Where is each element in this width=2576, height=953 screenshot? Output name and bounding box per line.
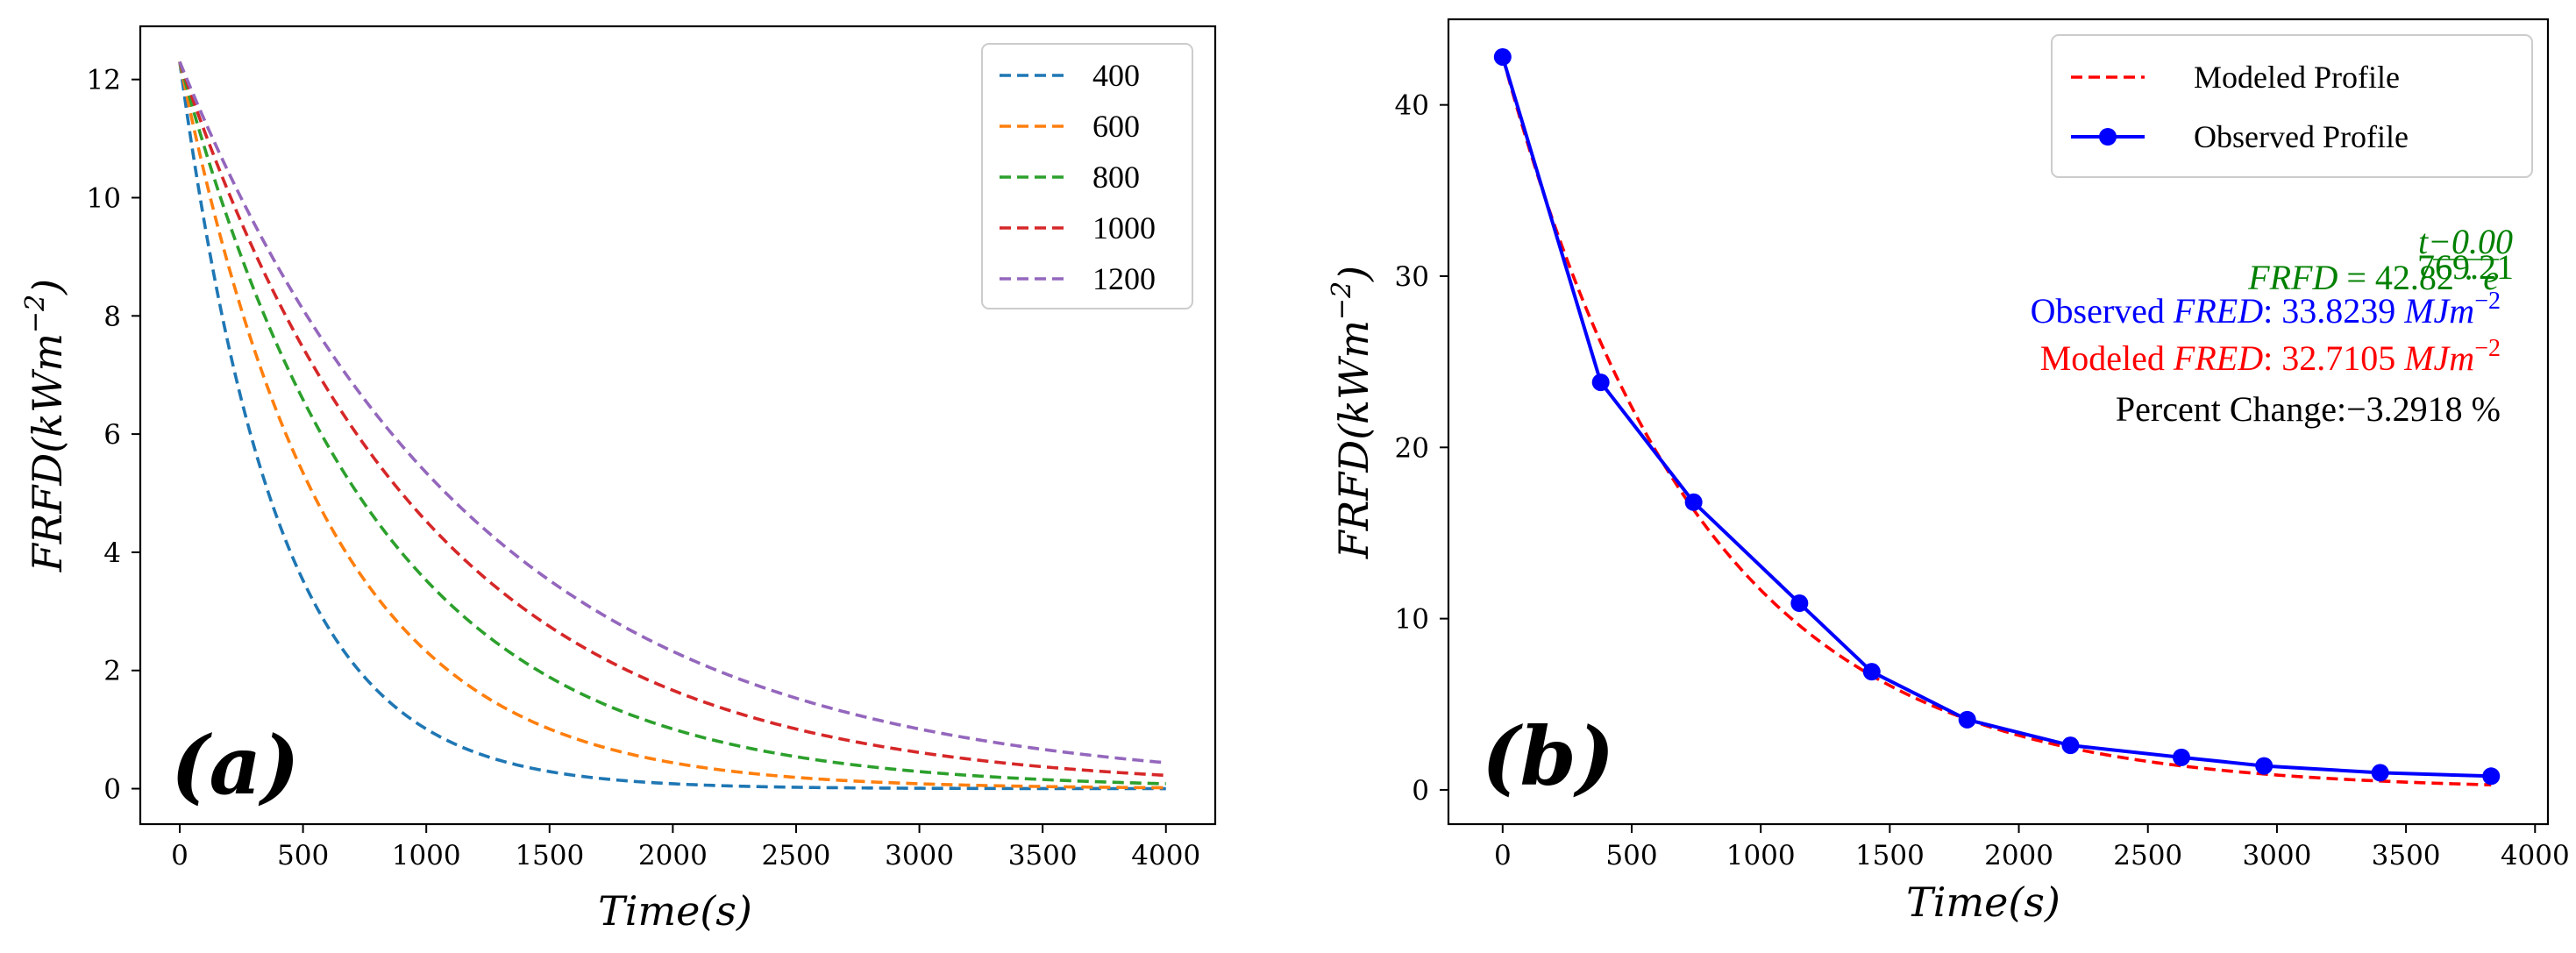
panel-b-legend: Modeled Profile Observed Profile (2051, 34, 2533, 178)
legend-label-1200: 1200 (1092, 261, 1156, 296)
y-tick-label: 2 (103, 656, 121, 687)
y-tick-label: 12 (87, 65, 121, 96)
observed-fred-annotation: Observed FRED: 33.8239 MJm−2 (2031, 288, 2501, 331)
x-tick-label: 3000 (885, 840, 954, 871)
data-point (2482, 767, 2501, 786)
equation-exponent: t−0.00 769.21 (2417, 222, 2514, 287)
data-point (2255, 757, 2274, 775)
legend-label-modeled-profile: Modeled Profile (2194, 60, 2400, 95)
y-tick-label: 10 (87, 182, 121, 214)
x-tick-label: 1500 (1855, 840, 1925, 871)
y-tick-label: 10 (1395, 604, 1429, 636)
y-tick-label: 6 (103, 419, 121, 451)
series-line-1200 (178, 60, 1166, 765)
data-point (1493, 47, 1512, 66)
legend-label-600: 600 (1092, 109, 1140, 144)
panel-b-annotations: FRFD = 42.82 · e t−0.00 769.21 Observed … (2031, 222, 2514, 429)
x-tick-label: 500 (1605, 840, 1657, 871)
x-tick-label: 4000 (2501, 840, 2570, 871)
data-point (2173, 748, 2190, 766)
x-tick-label: 2500 (2113, 840, 2182, 871)
data-point (1958, 710, 1976, 729)
panel-a-series (178, 60, 1166, 791)
y-tick-label: 30 (1395, 261, 1429, 293)
x-tick-label: 1500 (515, 840, 584, 871)
legend-label-800: 800 (1092, 160, 1140, 195)
panel-a-legend: 400 600 800 1000 1200 (981, 43, 1193, 309)
y-tick-label: 40 (1395, 90, 1429, 122)
x-tick-label: 2000 (1984, 840, 2053, 871)
data-point (2061, 736, 2080, 755)
panel-b-series (1493, 47, 2501, 786)
legend-label-observed-profile: Observed Profile (2194, 119, 2409, 154)
x-tick-label: 2500 (762, 840, 831, 871)
panel-a-axes-frame (139, 25, 1217, 826)
y-tick-label: 20 (1395, 432, 1429, 464)
series-line-1000 (178, 60, 1166, 778)
panel-b-x-ticks: 0 500 1000 1500 2000 2500 3000 3500 4000 (1494, 824, 2570, 871)
legend-label-1000: 1000 (1092, 210, 1156, 245)
x-tick-label: 2000 (638, 840, 708, 871)
x-tick-label: 3000 (2242, 840, 2311, 871)
panel-b-y-ticks: 0 10 20 30 40 (1395, 90, 1448, 807)
x-tick-label: 500 (277, 840, 329, 871)
panel-b-axes-frame (1447, 18, 2550, 826)
panel-a: 0 500 1000 1500 2000 2500 3000 3500 4000 0 2 4 6 8 10… (20, 25, 1217, 935)
panel-b-y-label: FRFD(kWm−2) (1327, 266, 1377, 559)
legend-label-400: 400 (1092, 58, 1140, 93)
series-line-600 (178, 61, 1166, 790)
modeled-fred-annotation: Modeled FRED: 32.7105 MJm−2 (2040, 335, 2501, 378)
panel-a-y-label: FRFD(kWm−2) (20, 279, 71, 573)
y-tick-label: 0 (103, 774, 121, 806)
panel-a-x-label: Time(s) (598, 887, 752, 935)
x-tick-label: 1000 (1726, 840, 1796, 871)
data-point (1862, 663, 1881, 681)
panel-a-x-ticks: 0 500 1000 1500 2000 2500 3000 3500 4000 (171, 824, 1200, 871)
x-tick-label: 0 (1494, 840, 1512, 871)
data-point (1591, 373, 1610, 392)
data-point (2371, 764, 2389, 782)
panel-a-y-ticks: 0 2 4 6 8 10 12 (87, 65, 140, 806)
x-tick-label: 4000 (1131, 840, 1200, 871)
panel-b-legend-box (2051, 34, 2533, 178)
y-tick-label: 8 (103, 301, 121, 332)
data-point (1790, 594, 1809, 613)
panel-a-legend-box (981, 43, 1193, 309)
y-tick-label: 0 (1412, 775, 1429, 807)
legend-marker (2099, 128, 2117, 146)
series-line-800 (178, 60, 1166, 786)
x-tick-label: 3500 (1008, 840, 1078, 871)
panel-a-label: (a) (171, 718, 300, 813)
equation-annotation: FRFD = 42.82 · e (2247, 258, 2499, 297)
x-tick-label: 1000 (392, 840, 461, 871)
panel-b-legend-entries: Modeled Profile Observed Profile (2071, 60, 2409, 154)
exponent-denominator: 769.21 (2417, 247, 2514, 287)
panel-b: 0 500 1000 1500 2000 2500 3000 3500 4000 0 10 20 30… (1327, 18, 2570, 926)
panel-b-x-label: Time(s) (1906, 878, 2060, 926)
x-tick-label: 0 (171, 840, 189, 871)
x-tick-label: 3500 (2372, 840, 2441, 871)
percent-change-annotation: Percent Change:−3.2918 % (2116, 389, 2501, 429)
series-line-400 (178, 61, 1166, 791)
data-point (1684, 493, 1703, 511)
panel-a-legend-entries: 400 600 800 1000 1200 (1000, 58, 1156, 296)
exponent-numerator: t−0.00 (2418, 222, 2513, 261)
panel-b-label: (b) (1482, 709, 1614, 804)
y-tick-label: 4 (103, 537, 121, 569)
